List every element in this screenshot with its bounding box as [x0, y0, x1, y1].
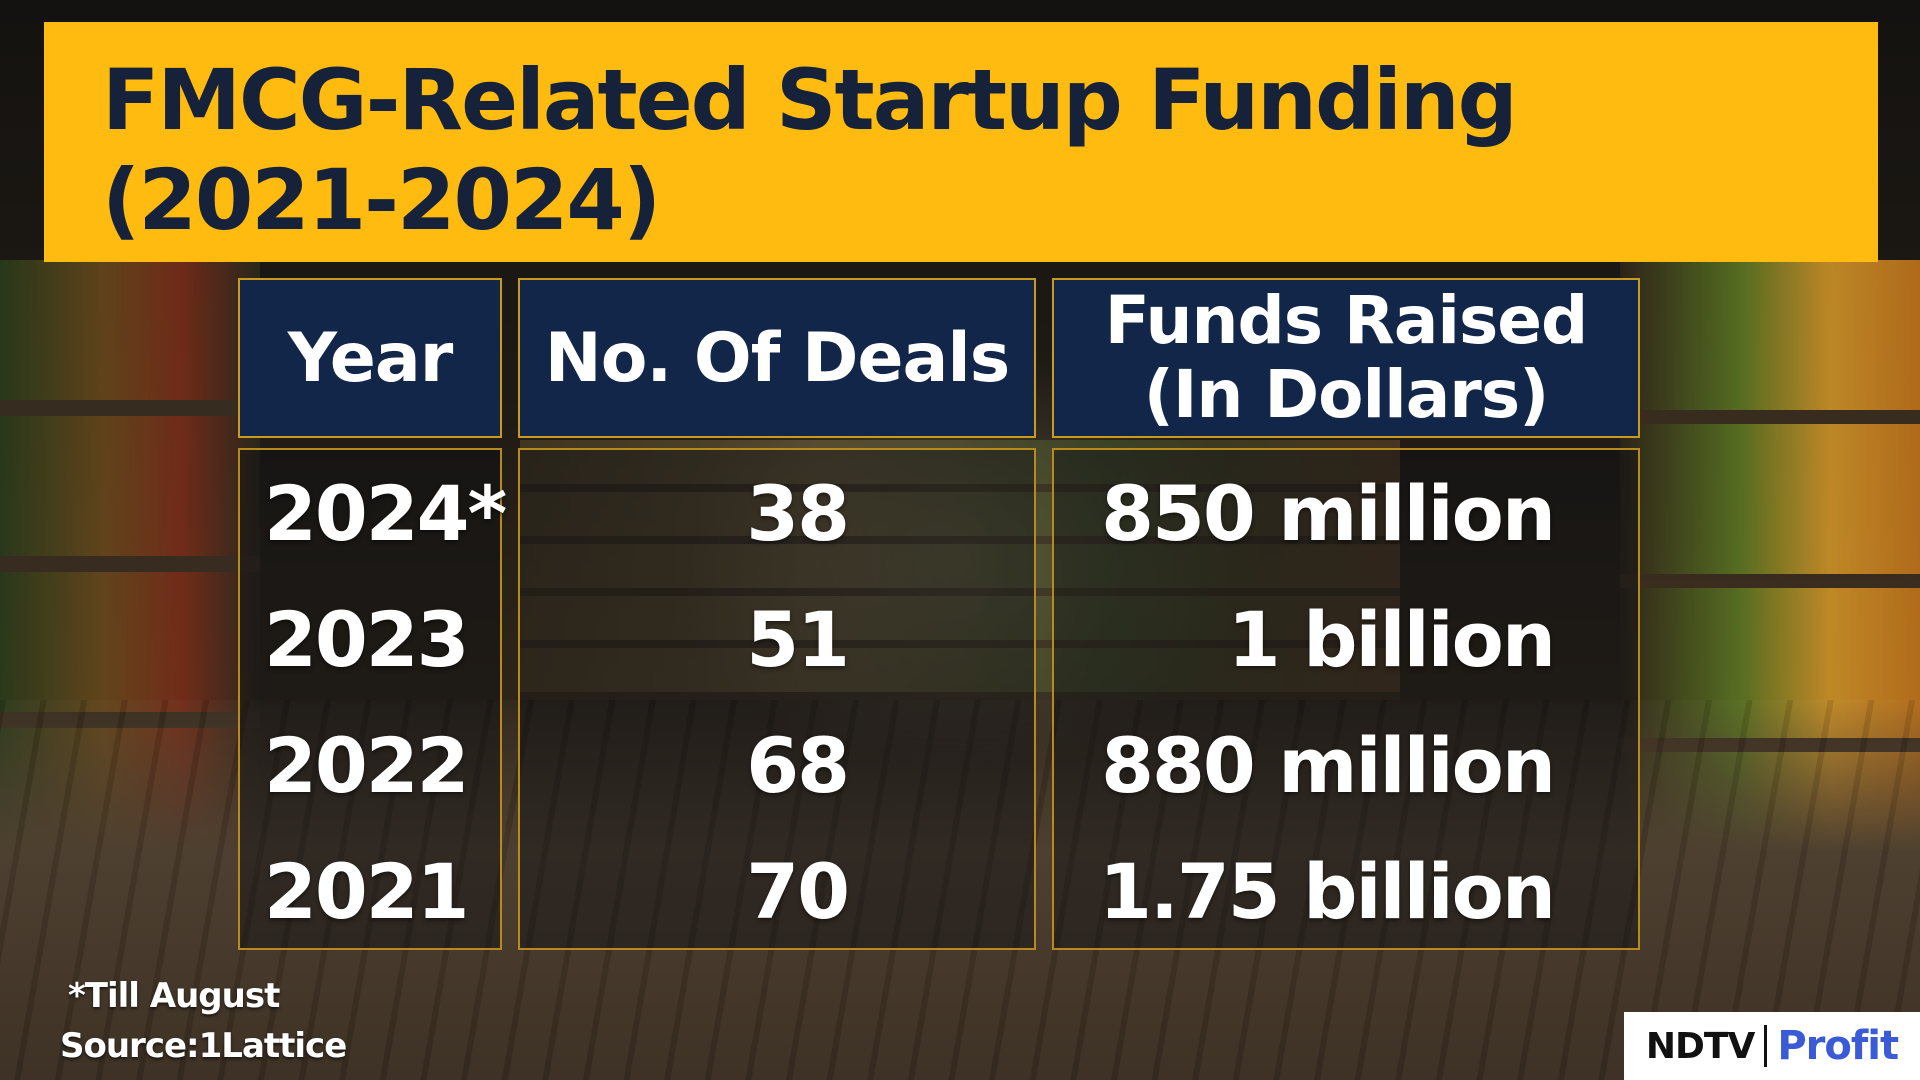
header-deals: No. Of Deals	[518, 278, 1036, 438]
logo-ndtv-text: NDTV	[1645, 1025, 1755, 1067]
logo-divider	[1764, 1025, 1768, 1067]
column-funds-body	[1052, 448, 1640, 950]
footnote-till-august: *Till August	[68, 976, 280, 1016]
source-credit: Source:1Lattice	[60, 1026, 347, 1066]
header-year: Year	[238, 278, 502, 438]
cell-funds-2023: 1 billion	[1227, 594, 1556, 684]
cell-year-2024: 2024*	[264, 468, 507, 558]
logo-profit-text: Profit	[1777, 1023, 1899, 1069]
header-year-label: Year	[287, 318, 454, 398]
cell-year-2021: 2021	[264, 846, 470, 936]
header-funds-label-line2: (In Dollars)	[1143, 356, 1550, 433]
cell-deals-2024: 38	[746, 468, 850, 558]
column-deals-body	[518, 448, 1036, 950]
cell-funds-2024: 850 million	[1101, 468, 1556, 558]
cell-deals-2023: 51	[746, 594, 850, 684]
column-year-body	[238, 448, 502, 950]
cell-funds-2021: 1.75 billion	[1099, 846, 1556, 936]
header-deals-label: No. Of Deals	[544, 318, 1010, 398]
cell-deals-2022: 68	[746, 720, 850, 810]
cell-year-2022: 2022	[264, 720, 470, 810]
ndtv-profit-logo: NDTV Profit	[1624, 1012, 1920, 1080]
cell-funds-2022: 880 million	[1101, 720, 1556, 810]
header-funds: Funds Raised (In Dollars)	[1052, 278, 1640, 438]
floor-image	[0, 700, 1920, 1080]
cell-deals-2021: 70	[746, 846, 850, 936]
title-banner: FMCG-Related Startup Funding (2021-2024)	[44, 22, 1878, 262]
chart-title: FMCG-Related Startup Funding (2021-2024)	[102, 51, 1518, 249]
center-aisle-image	[520, 440, 1400, 700]
cell-year-2023: 2023	[264, 594, 470, 684]
header-funds-label-line1: Funds Raised	[1104, 282, 1589, 359]
